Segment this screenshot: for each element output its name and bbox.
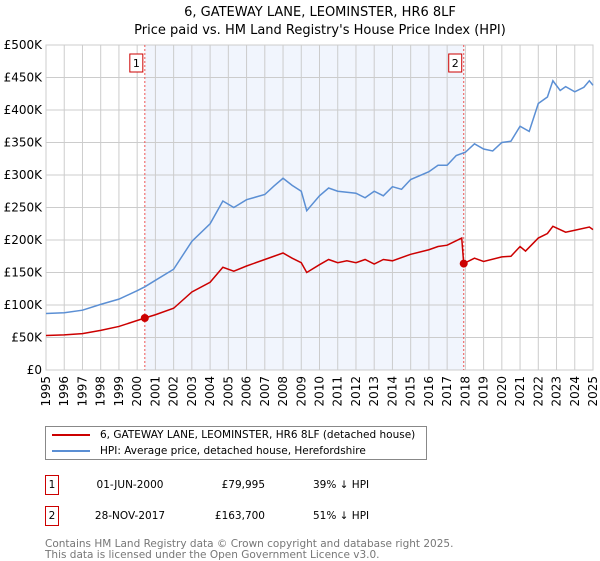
x-tick-label: 2009 [294, 376, 308, 407]
x-tick-label: 2025 [586, 376, 600, 407]
sale-hpi-diff: 39% ↓ HPI [313, 479, 370, 491]
title-line: 6, GATEWAY LANE, LEOMINSTER, HR6 8LF [184, 5, 456, 20]
footer-licence: This data is licensed under the Open Gov… [45, 549, 380, 561]
footer: Contains HM Land Registry data © Crown c… [45, 539, 453, 561]
x-tick-label: 2020 [495, 376, 509, 407]
x-tick-label: 2019 [477, 376, 491, 407]
y-tick-label: £200K [4, 233, 44, 247]
x-tick-label: 2010 [313, 376, 327, 407]
y-tick-label: £50K [11, 331, 43, 345]
sale-marker: 2 [45, 506, 59, 526]
x-tick-label: 2022 [531, 376, 545, 407]
y-tick-label: £300K [4, 168, 44, 182]
x-tick-label: 1997 [75, 376, 89, 407]
x-tick-label: 2023 [550, 376, 564, 407]
sale-label: 2 [452, 57, 459, 70]
x-tick-label: 2018 [458, 376, 472, 407]
x-tick-label: 2006 [240, 376, 254, 407]
legend-item-hpi: HPI: Average price, detached house, Here… [52, 443, 366, 459]
x-tick-label: 2012 [349, 376, 363, 407]
x-tick-label: 2001 [148, 376, 162, 407]
legend-item-property: 6, GATEWAY LANE, LEOMINSTER, HR6 8LF (de… [52, 427, 415, 443]
y-tick-label: £250K [4, 201, 44, 215]
property-series-line [45, 225, 594, 337]
sale-price: £79,995 [221, 479, 265, 491]
legend-label: 6, GATEWAY LANE, LEOMINSTER, HR6 8LF (de… [100, 429, 416, 441]
x-tick-label: 2024 [568, 376, 582, 407]
x-tick-label: 2005 [221, 376, 235, 407]
sale-price: £163,700 [214, 510, 265, 522]
legend-swatch-red [52, 434, 90, 436]
x-tick-label: 1998 [94, 376, 108, 407]
x-tick-label: 2016 [422, 376, 436, 407]
x-tick-label: 2004 [203, 376, 217, 407]
sale-label-box [448, 53, 463, 73]
x-tick-label: 2007 [258, 376, 272, 407]
plot-frame [45, 44, 594, 371]
sale-date: 28-NOV-2017 [94, 510, 166, 522]
x-tick-label: 2017 [440, 376, 454, 407]
legend-label: HPI: Average price, detached house, Here… [100, 445, 366, 457]
sale-date: 01-JUN-2000 [96, 479, 164, 491]
x-tick-label: 2008 [276, 376, 290, 407]
price-chart: £0 £50K £100K £150K £200K £250K £300K £350K £400… [4, 38, 600, 407]
footer-copyright: Contains HM Land Registry data © Crown c… [45, 538, 454, 550]
x-tick-label: 1999 [112, 376, 126, 407]
sale-label-box [129, 53, 144, 73]
y-tick-label: £500K [4, 38, 44, 52]
legend-swatch-blue [52, 450, 90, 452]
x-tick-label: 2011 [331, 376, 345, 407]
x-tick-label: 2000 [130, 376, 144, 407]
sale-marker: 1 [45, 475, 59, 495]
sale-label: 1 [133, 57, 140, 70]
x-tick-label: 1996 [57, 376, 71, 407]
x-tick-label: 2003 [185, 376, 199, 407]
x-tick-label: 2021 [513, 376, 527, 407]
legend: 6, GATEWAY LANE, LEOMINSTER, HR6 8LF (de… [45, 426, 427, 460]
x-tick-label: 2014 [385, 376, 399, 407]
sale-point [459, 259, 468, 268]
subtitle-line: Price paid vs. HM Land Registry's House … [134, 23, 506, 38]
y-tick-label: £400K [4, 103, 44, 117]
y-tick-label: £100K [4, 298, 44, 312]
hpi-series-line [45, 79, 594, 315]
sale-hpi-diff: 51% ↓ HPI [313, 510, 370, 522]
sale-point [140, 314, 149, 323]
x-tick-label: 2013 [367, 376, 381, 407]
x-tick-label: 2002 [167, 376, 181, 407]
x-tick-label: 2015 [404, 376, 418, 407]
chart-title: 6, GATEWAY LANE, LEOMINSTER, HR6 8LF Pri… [0, 4, 600, 40]
x-tick-label: 1995 [39, 376, 53, 407]
y-tick-label: £0 [27, 363, 42, 377]
y-tick-label: £450K [4, 71, 44, 85]
y-tick-label: £350K [4, 136, 44, 150]
y-tick-label: £150K [4, 266, 44, 280]
